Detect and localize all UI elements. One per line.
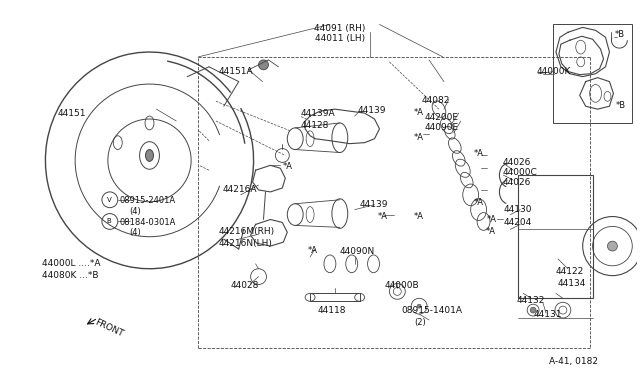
- Circle shape: [607, 241, 618, 251]
- Text: 44139: 44139: [360, 200, 388, 209]
- Text: *A: *A: [474, 198, 484, 207]
- Text: 08184-0301A: 08184-0301A: [120, 218, 176, 227]
- Text: 44011 (LH): 44011 (LH): [315, 34, 365, 43]
- Text: FRONT: FRONT: [93, 318, 125, 339]
- Text: *A: *A: [486, 227, 495, 236]
- Text: (2): (2): [414, 318, 426, 327]
- Text: 44028: 44028: [231, 280, 259, 289]
- Text: *B: *B: [614, 31, 625, 39]
- Circle shape: [530, 307, 536, 313]
- Text: 44091 (RH): 44091 (RH): [314, 25, 365, 33]
- Text: 08915-1401A: 08915-1401A: [401, 306, 462, 315]
- Text: 44200E: 44200E: [424, 113, 458, 122]
- Text: 44139: 44139: [358, 106, 386, 115]
- Text: 44090E: 44090E: [424, 123, 458, 132]
- Text: (4): (4): [130, 228, 141, 237]
- Text: 44026: 44026: [502, 158, 531, 167]
- Text: *B: *B: [616, 101, 625, 110]
- Text: *A: *A: [308, 246, 318, 255]
- Text: *A: *A: [486, 215, 497, 224]
- Text: 44151A: 44151A: [219, 67, 253, 76]
- Text: 44080K ...*B: 44080K ...*B: [42, 271, 99, 280]
- Text: *A: *A: [414, 212, 424, 221]
- Text: 44026: 44026: [502, 178, 531, 187]
- Text: A-41, 0182: A-41, 0182: [548, 357, 598, 366]
- Text: V: V: [106, 197, 111, 203]
- Text: 44216M(RH): 44216M(RH): [219, 227, 275, 236]
- Text: B: B: [106, 218, 111, 224]
- Text: 44000K: 44000K: [536, 67, 570, 76]
- Text: 44090N: 44090N: [340, 247, 375, 256]
- Text: *A: *A: [414, 133, 424, 142]
- Text: 44082: 44082: [421, 96, 449, 105]
- FancyBboxPatch shape: [518, 175, 593, 298]
- Text: 08915-2401A: 08915-2401A: [120, 196, 176, 205]
- Text: 44130: 44130: [504, 205, 532, 214]
- Text: 44216A: 44216A: [223, 185, 257, 194]
- Text: 44132: 44132: [516, 296, 545, 305]
- Text: 44118: 44118: [318, 306, 346, 315]
- Text: *A: *A: [282, 162, 292, 171]
- Text: (4): (4): [130, 207, 141, 216]
- Text: 44204: 44204: [504, 218, 532, 227]
- Text: 44122: 44122: [556, 267, 584, 276]
- Circle shape: [417, 304, 421, 308]
- Text: *A: *A: [378, 212, 387, 221]
- Text: 44139A: 44139A: [300, 109, 335, 118]
- Text: 44128: 44128: [300, 121, 328, 130]
- Text: 44134: 44134: [558, 279, 586, 288]
- Text: 44216N(LH): 44216N(LH): [219, 239, 273, 248]
- Text: *A: *A: [474, 148, 484, 158]
- Text: 44000B: 44000B: [385, 280, 419, 289]
- Text: 44131: 44131: [533, 310, 562, 319]
- Circle shape: [259, 60, 268, 70]
- Text: *A: *A: [414, 108, 424, 117]
- Text: 44000C: 44000C: [502, 168, 537, 177]
- Ellipse shape: [145, 150, 154, 161]
- Text: 44000L ....*A: 44000L ....*A: [42, 259, 101, 268]
- Text: 44151: 44151: [58, 109, 86, 118]
